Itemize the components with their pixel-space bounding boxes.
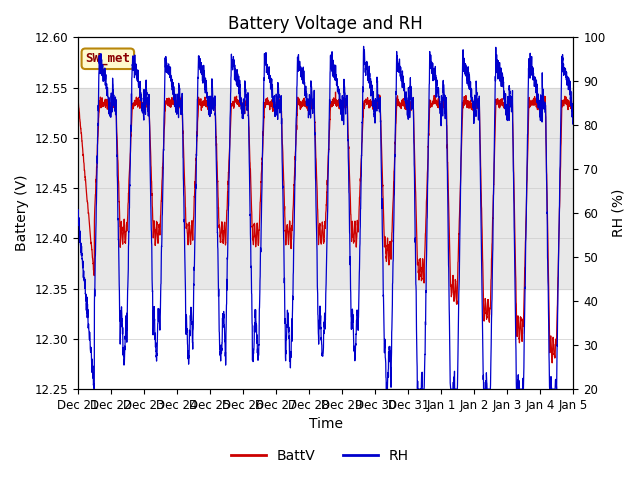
Y-axis label: RH (%): RH (%) <box>611 189 625 238</box>
Text: SW_met: SW_met <box>85 52 131 65</box>
Y-axis label: Battery (V): Battery (V) <box>15 175 29 252</box>
X-axis label: Time: Time <box>308 418 342 432</box>
Legend: BattV, RH: BattV, RH <box>225 443 415 468</box>
Bar <box>78 87 573 288</box>
Title: Battery Voltage and RH: Battery Voltage and RH <box>228 15 423 33</box>
